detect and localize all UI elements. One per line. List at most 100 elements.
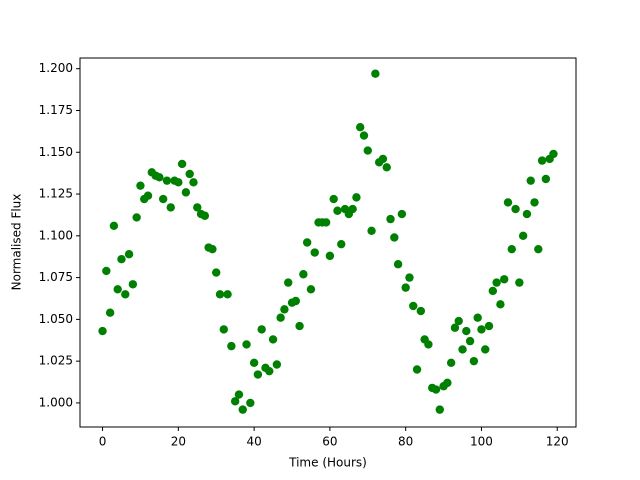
- point: [121, 290, 130, 299]
- point: [177, 159, 187, 169]
- point: [158, 194, 168, 204]
- point: [284, 278, 293, 287]
- point: [136, 181, 145, 190]
- point: [356, 122, 365, 132]
- x-tick-label: 80: [398, 435, 413, 449]
- point: [367, 226, 376, 236]
- point: [469, 356, 479, 366]
- point: [348, 204, 357, 214]
- point: [310, 248, 319, 257]
- point: [337, 239, 346, 249]
- point: [227, 341, 236, 351]
- y-axis-label: Normalised Flux: [10, 194, 24, 291]
- point: [465, 336, 475, 346]
- point: [257, 325, 266, 334]
- point: [189, 178, 198, 187]
- point: [393, 260, 403, 269]
- point: [174, 178, 183, 187]
- point: [249, 358, 259, 368]
- point: [473, 313, 482, 322]
- point: [105, 308, 115, 317]
- point: [253, 370, 263, 379]
- point: [193, 203, 202, 212]
- y-tick-label: 1.125: [39, 187, 73, 201]
- point: [431, 385, 441, 394]
- x-tick-label: 20: [171, 435, 186, 449]
- y-tick-label: 1.000: [39, 395, 73, 409]
- point: [272, 360, 282, 369]
- point: [541, 174, 551, 184]
- point: [537, 156, 547, 165]
- point: [321, 218, 331, 227]
- point: [462, 326, 471, 336]
- point: [109, 221, 119, 230]
- y-tick-label: 1.100: [39, 228, 73, 242]
- point: [98, 326, 107, 336]
- point: [268, 335, 278, 344]
- point: [219, 325, 228, 334]
- y-tick-label: 1.025: [39, 354, 73, 368]
- point: [496, 300, 505, 309]
- point: [102, 266, 111, 276]
- point: [401, 283, 410, 292]
- y-tick-label: 1.050: [39, 312, 73, 326]
- point: [280, 305, 289, 314]
- point: [223, 290, 232, 299]
- point: [515, 278, 524, 287]
- point: [443, 378, 452, 388]
- point: [325, 251, 335, 261]
- point: [424, 340, 433, 349]
- point: [265, 366, 274, 376]
- point: [363, 146, 372, 155]
- x-axis-label: Time (Hours): [288, 456, 367, 470]
- point: [230, 397, 240, 406]
- point: [212, 268, 221, 277]
- point: [132, 213, 141, 222]
- point: [511, 204, 520, 214]
- x-tick-label: 0: [99, 435, 107, 449]
- point: [409, 301, 418, 311]
- point: [238, 405, 247, 414]
- point: [530, 198, 539, 207]
- point: [299, 270, 308, 279]
- point: [477, 325, 486, 334]
- point: [371, 69, 380, 78]
- point: [200, 211, 210, 220]
- point: [481, 345, 490, 354]
- point: [458, 345, 467, 354]
- point: [306, 285, 316, 294]
- point: [276, 313, 285, 322]
- x-tick-label: 100: [470, 435, 493, 449]
- point: [390, 233, 399, 242]
- point: [454, 316, 463, 326]
- point: [234, 390, 244, 399]
- point: [507, 244, 516, 254]
- y-tick-label: 1.200: [39, 61, 73, 75]
- point: [416, 306, 426, 316]
- y-tick-label: 1.075: [39, 270, 73, 284]
- point: [386, 214, 395, 224]
- point: [503, 198, 513, 207]
- point: [488, 286, 498, 296]
- point: [484, 321, 494, 331]
- point: [124, 249, 134, 259]
- point: [291, 296, 300, 306]
- x-tick-label: 40: [246, 435, 261, 449]
- point: [181, 188, 191, 197]
- point: [526, 176, 535, 185]
- point: [549, 149, 558, 159]
- point: [352, 193, 361, 202]
- point: [405, 273, 414, 282]
- point: [162, 176, 172, 185]
- point: [412, 365, 422, 374]
- point: [329, 194, 338, 204]
- plot-frame: [79, 57, 577, 428]
- y-tick-label: 1.150: [39, 145, 73, 159]
- point: [446, 358, 456, 368]
- point: [492, 278, 501, 287]
- point: [397, 209, 407, 219]
- point: [155, 173, 164, 182]
- point: [246, 398, 255, 408]
- point: [333, 206, 342, 215]
